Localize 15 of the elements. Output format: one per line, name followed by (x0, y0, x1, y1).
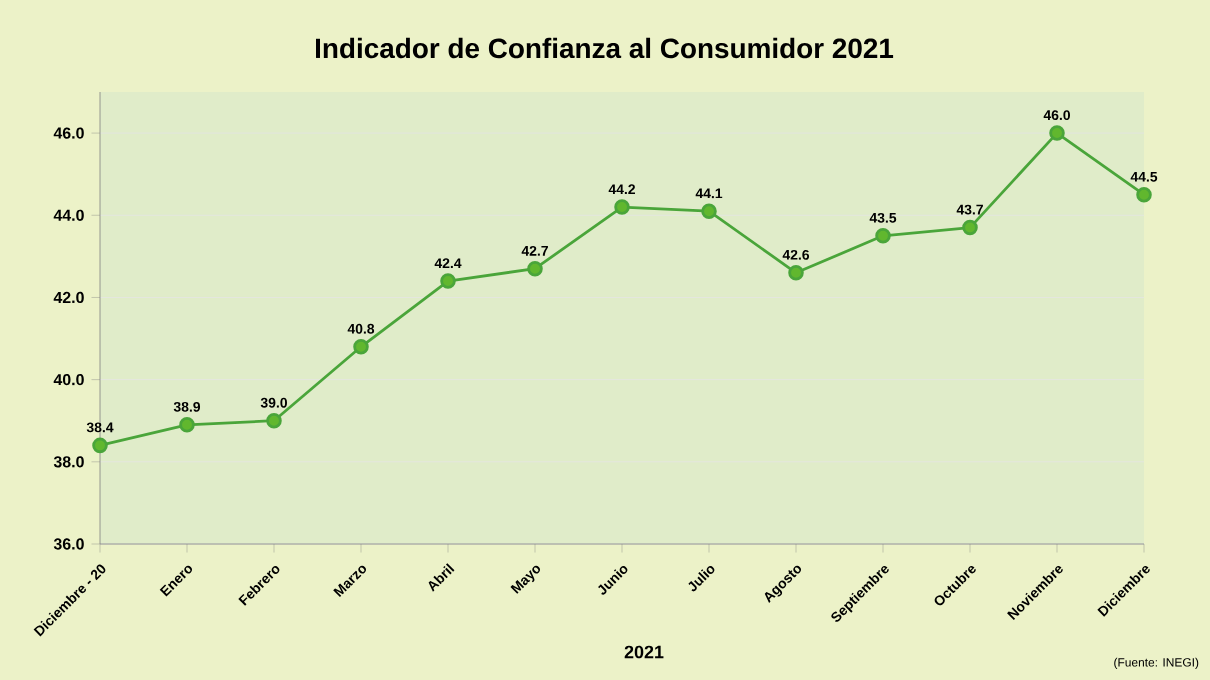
point (701, 203, 717, 219)
point (962, 219, 978, 236)
point (527, 260, 543, 277)
point (92, 437, 108, 454)
point (1136, 186, 1152, 203)
point (266, 412, 282, 429)
point (875, 228, 891, 244)
point (1049, 125, 1065, 141)
point (353, 338, 369, 355)
x-axis-title: 2021 (624, 645, 664, 659)
chart-title: Indicador de Confianza al Consumidor 2021 (316, 37, 894, 59)
point (440, 273, 456, 289)
point (614, 199, 630, 215)
point (179, 417, 195, 433)
point (788, 265, 804, 281)
